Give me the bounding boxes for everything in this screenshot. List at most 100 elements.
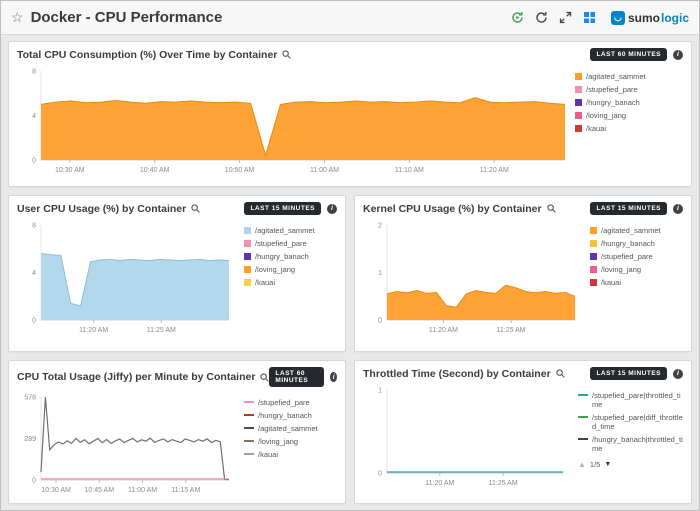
panel-title: Total CPU Consumption (%) Over Time by C…	[17, 48, 278, 61]
legend-label: /loving_jang	[586, 111, 627, 120]
info-icon[interactable]: i	[673, 49, 683, 60]
chart-area: 0 4 8 11:20 AM 11:25 AM	[13, 218, 244, 347]
svg-text:289: 289	[24, 436, 36, 443]
legend-item[interactable]: /kauai	[575, 124, 685, 133]
legend-item[interactable]: /stupefied_pare	[244, 239, 339, 248]
zoom-icon[interactable]	[260, 372, 270, 382]
panel-title: Throttled Time (Second) by Container	[363, 367, 551, 380]
zoom-icon[interactable]	[191, 204, 200, 213]
legend-swatch	[244, 453, 254, 455]
legend-label: /agitated_sammet	[601, 226, 661, 235]
page-up-icon[interactable]: ▲	[578, 460, 586, 469]
legend-item[interactable]: /kauai	[590, 278, 685, 287]
panel-title: User CPU Usage (%) by Container	[17, 202, 187, 215]
info-icon[interactable]: i	[327, 203, 337, 214]
legend-item[interactable]: /loving_jang	[244, 265, 339, 274]
time-range-badge[interactable]: LAST 15 MINUTES	[590, 202, 667, 215]
legend-pagination[interactable]: ▲ 1/5 ▼	[578, 460, 685, 469]
time-range-badge[interactable]: LAST 60 MINUTES	[269, 367, 325, 387]
legend-swatch	[244, 266, 251, 273]
legend-label: /stupefied_pare	[601, 252, 653, 261]
svg-text:8: 8	[32, 69, 36, 76]
legend-swatch	[575, 99, 582, 106]
legend-item[interactable]: /stupefied_pare	[575, 85, 685, 94]
legend-item[interactable]: /agitated_sammet	[575, 72, 685, 81]
panel-header: CPU Total Usage (Jiffy) per Minute by Co…	[9, 361, 345, 389]
legend-item[interactable]: /kauai	[244, 278, 339, 287]
legend-swatch	[590, 240, 597, 247]
legend-label: /hungry_banach	[601, 239, 655, 248]
fullscreen-icon[interactable]	[559, 11, 572, 24]
chart-legend: /agitated_sammet/stupefied_pare/hungry_b…	[575, 64, 685, 182]
legend-label: /loving_jang	[258, 437, 299, 446]
top-bar: ☆ Docker - CPU Performance ◡ sumo logic	[1, 1, 699, 35]
legend-swatch	[590, 227, 597, 234]
legend-item[interactable]: /loving_jang	[244, 437, 339, 446]
chart-panel: User CPU Usage (%) by Container LAST 15 …	[8, 195, 346, 352]
legend-swatch	[244, 401, 254, 403]
legend-item[interactable]: /hungry_banach	[244, 411, 339, 420]
legend-swatch	[244, 440, 254, 442]
page-indicator: 1/5	[589, 460, 601, 469]
favorite-star-icon[interactable]: ☆	[11, 9, 24, 25]
legend-item[interactable]: /stupefied_pare|throttled_time	[578, 391, 685, 409]
legend-item[interactable]: /agitated_sammet	[590, 226, 685, 235]
svg-text:11:20 AM: 11:20 AM	[425, 480, 454, 487]
panel-header: Kernel CPU Usage (%) by Container LAST 1…	[355, 196, 691, 217]
refresh-icon[interactable]	[535, 11, 548, 24]
legend-label: /hungry_banach|throttled_time	[592, 435, 683, 453]
chart-legend: /agitated_sammet/stupefied_pare/hungry_b…	[244, 218, 339, 347]
legend-label: /agitated_sammet	[586, 72, 646, 81]
zoom-icon[interactable]	[546, 204, 556, 213]
legend-label: /kauai	[258, 450, 279, 459]
legend-item[interactable]: /agitated_sammet	[244, 226, 339, 235]
legend-label: /agitated_sammet	[258, 424, 318, 433]
svg-text:4: 4	[32, 270, 36, 277]
legend-item[interactable]: /hungry_banach	[590, 239, 685, 248]
legend-item[interactable]: /stupefied_pare	[244, 398, 339, 407]
svg-text:0: 0	[378, 318, 382, 325]
panel-header: User CPU Usage (%) by Container LAST 15 …	[9, 196, 345, 217]
legend-item[interactable]: /agitated_sammet	[244, 424, 339, 433]
sumologic-logo-icon: ◡	[610, 10, 625, 25]
legend-label: /stupefied_pare	[586, 85, 638, 94]
legend-label: /stupefied_pare|throttled_time	[592, 391, 681, 409]
zoom-icon[interactable]	[282, 50, 292, 59]
svg-text:0: 0	[378, 471, 382, 478]
svg-text:11:00 AM: 11:00 AM	[128, 487, 157, 494]
legend-item[interactable]: /stupefied_pare	[590, 252, 685, 261]
legend-swatch	[575, 125, 582, 132]
legend-item[interactable]: /loving_jang	[575, 111, 685, 120]
time-range-badge[interactable]: LAST 15 MINUTES	[244, 202, 321, 215]
time-range-badge[interactable]: LAST 60 MINUTES	[590, 48, 667, 61]
svg-text:11:20 AM: 11:20 AM	[429, 327, 458, 334]
info-icon[interactable]: i	[673, 368, 683, 379]
svg-text:0: 0	[32, 158, 36, 165]
legend-item[interactable]: /kauai	[244, 450, 339, 459]
legend-swatch	[244, 279, 251, 286]
legend-item[interactable]: /hungry_banach	[244, 252, 339, 261]
legend-item[interactable]: /hungry_banach	[575, 98, 685, 107]
page-down-icon[interactable]: ▼	[604, 461, 612, 468]
legend-item[interactable]: /loving_jang	[590, 265, 685, 274]
svg-text:10:30 AM: 10:30 AM	[41, 487, 71, 494]
legend-swatch	[575, 86, 582, 93]
svg-text:11:25 AM: 11:25 AM	[497, 327, 526, 334]
legend-label: /loving_jang	[255, 265, 296, 274]
time-range-badge[interactable]: LAST 15 MINUTES	[590, 367, 667, 380]
info-icon[interactable]: i	[673, 203, 683, 214]
sumologic-logo: ◡ sumo logic	[610, 10, 689, 25]
legend-label: /stupefied_pare|diff_throttled_time	[592, 413, 683, 431]
svg-text:10:45 AM: 10:45 AM	[84, 487, 114, 494]
live-mode-icon[interactable]	[511, 11, 524, 24]
legend-item[interactable]: /hungry_banach|throttled_time	[578, 435, 685, 453]
svg-text:11:20 AM: 11:20 AM	[79, 327, 108, 334]
legend-item[interactable]: /stupefied_pare|diff_throttled_time	[578, 413, 685, 431]
legend-label: /loving_jang	[601, 265, 642, 274]
legend-label: /stupefied_pare	[258, 398, 310, 407]
panel-title: CPU Total Usage (Jiffy) per Minute by Co…	[17, 371, 256, 383]
info-icon[interactable]: i	[330, 372, 337, 382]
grid-layout-icon[interactable]	[583, 11, 596, 24]
zoom-icon[interactable]	[556, 369, 565, 378]
svg-text:10:50 AM: 10:50 AM	[225, 167, 255, 174]
